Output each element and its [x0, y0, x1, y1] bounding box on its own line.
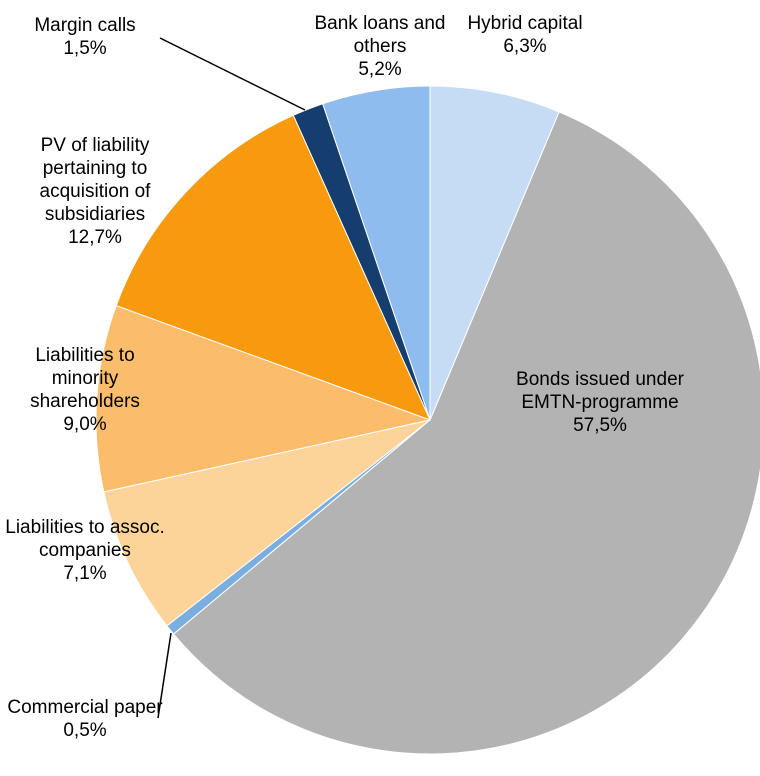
category-label: Bonds issued under EMTN-programme: [516, 369, 684, 413]
category-label: Margin calls: [34, 15, 136, 36]
slice-label: Liabilities to assoc. companies 7,1%: [5, 516, 165, 585]
category-label: Commercial paper: [7, 697, 163, 718]
value-label: 0,5%: [63, 720, 107, 741]
category-label: Bank loans and others: [314, 13, 446, 57]
value-label: 1,5%: [63, 38, 107, 59]
value-label: 9,0%: [63, 414, 107, 435]
slice-label: Bonds issued under EMTN-programme 57,5%: [515, 368, 685, 437]
slice-label: Hybrid capital 6,3%: [460, 12, 590, 58]
value-label: 7,1%: [63, 563, 107, 584]
slice-label: Bank loans and others 5,2%: [310, 12, 450, 81]
slice-label: Liabilities to minority shareholders 9,0%: [5, 344, 165, 436]
slice-label: PV of liability pertaining to acquisitio…: [10, 134, 180, 249]
leader-line: [159, 37, 306, 111]
category-label: PV of liability pertaining to acquisitio…: [39, 135, 151, 225]
category-label: Hybrid capital: [467, 13, 583, 34]
value-label: 12,7%: [68, 227, 122, 248]
pie-slice: [95, 305, 432, 493]
category-label: Liabilities to minority shareholders: [30, 345, 140, 412]
pie-slice: [103, 419, 431, 627]
slice-label: Margin calls 1,5%: [5, 14, 165, 60]
value-label: 57,5%: [573, 415, 627, 436]
category-label: Liabilities to assoc. companies: [5, 517, 165, 561]
leader-line: [157, 632, 172, 719]
pie-slice: [429, 85, 560, 421]
value-label: 6,3%: [503, 36, 547, 57]
value-label: 5,2%: [358, 59, 402, 80]
pie-slice: [115, 114, 431, 421]
pie-slice: [172, 111, 760, 755]
slice-label: Commercial paper 0,5%: [5, 696, 165, 742]
